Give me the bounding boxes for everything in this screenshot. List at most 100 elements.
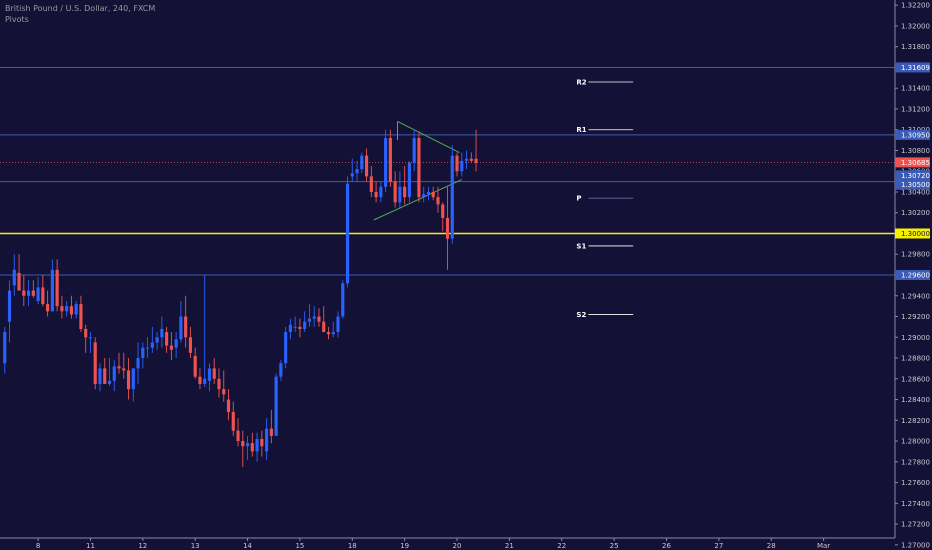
time-tick-label: 11 — [86, 542, 95, 550]
candle-body — [426, 191, 431, 195]
candle — [60, 295, 64, 319]
candle — [88, 332, 93, 353]
candle — [403, 166, 407, 205]
candle — [269, 409, 273, 444]
time-tick-label: 13 — [191, 542, 200, 550]
candle — [155, 332, 159, 350]
candle-body — [203, 378, 207, 384]
candle-body — [131, 368, 135, 390]
candle-body — [160, 328, 164, 338]
triangle-upper-line — [397, 120, 460, 153]
time-tick-label: 21 — [505, 542, 514, 550]
candle — [284, 326, 288, 369]
price-tag-label: 1.31609 — [901, 64, 930, 72]
candle-body — [445, 217, 450, 239]
price-tag: 1.30685 — [895, 157, 930, 168]
candle — [193, 347, 197, 379]
candle-body — [98, 368, 102, 384]
candle-body — [65, 306, 69, 312]
candle-body — [103, 368, 107, 384]
candle — [22, 275, 26, 307]
price-tick-label: 1.29800 — [901, 251, 930, 259]
candle — [255, 432, 259, 462]
time-tick-label: 26 — [662, 542, 671, 550]
price-tick-label: 1.27800 — [901, 458, 930, 466]
candles — [3, 129, 478, 467]
candle-body — [355, 169, 359, 174]
candle-body — [46, 304, 50, 312]
candle-body — [174, 339, 178, 348]
candle — [174, 332, 178, 359]
candle-body — [222, 389, 226, 395]
candle — [203, 275, 207, 388]
candle — [288, 318, 292, 340]
candle — [279, 360, 283, 381]
candle-body — [217, 378, 221, 390]
price-tick-label: 1.27000 — [901, 541, 930, 549]
candle — [93, 337, 97, 390]
candle-body — [231, 411, 235, 431]
candle-body — [141, 347, 145, 359]
candle-body — [155, 337, 159, 343]
candle — [464, 150, 469, 170]
candle — [107, 358, 112, 387]
price-tag-label: 1.30500 — [901, 181, 930, 189]
candle-body — [364, 155, 369, 177]
price-tick-label: 1.28800 — [901, 355, 930, 363]
candle-body — [412, 138, 416, 163]
candle — [98, 363, 102, 392]
candle-body — [169, 345, 173, 350]
candle — [417, 131, 421, 203]
candle-body — [260, 438, 264, 447]
candle — [455, 152, 459, 177]
candle — [26, 280, 31, 307]
price-tag-bg — [895, 129, 930, 140]
time-tick-label: 14 — [243, 542, 252, 550]
candle-body — [22, 290, 26, 296]
candle-body — [441, 204, 445, 218]
candle-body — [269, 428, 273, 436]
candle — [146, 337, 150, 359]
candle-body — [350, 173, 354, 177]
price-tick-label: 1.29000 — [901, 334, 930, 342]
candle-body — [307, 318, 312, 322]
candle — [260, 430, 264, 457]
pivot-levels: R2 R1 P S1 S2 — [576, 78, 634, 319]
candle — [265, 418, 269, 460]
candle-body — [50, 269, 54, 312]
price-tick-label: 1.29200 — [901, 313, 930, 321]
indicator-name: Pivots — [5, 15, 29, 24]
candle-body — [184, 316, 188, 338]
candle — [150, 326, 154, 353]
candle-body — [136, 358, 140, 369]
price-tick-label: 1.31400 — [901, 85, 930, 93]
price-tick-label: 1.28600 — [901, 375, 930, 383]
candle — [36, 277, 40, 305]
time-axis[interactable]: 8 11 12 13 14 15 18 19 20 21 22 25 26 27 28 Mar — [0, 537, 895, 550]
candle — [293, 316, 297, 333]
candle — [450, 145, 454, 244]
price-tick-label: 1.31800 — [901, 43, 930, 51]
time-tick-label: 28 — [767, 542, 776, 550]
price-tag-label: 1.30720 — [901, 172, 930, 180]
price-tag-bg — [895, 270, 930, 280]
candle — [136, 342, 140, 384]
candle — [312, 306, 316, 327]
candle-body — [212, 368, 216, 379]
candle — [355, 160, 359, 182]
candle — [303, 311, 307, 333]
candle-body — [55, 269, 59, 307]
price-tag: 1.29600 — [895, 270, 930, 280]
candle — [217, 368, 221, 398]
candle-body — [317, 316, 321, 322]
triangle-lower-line — [373, 179, 462, 221]
candle-body — [464, 158, 469, 161]
candle — [331, 321, 335, 338]
candle-body — [7, 290, 12, 322]
candle-body — [198, 376, 202, 384]
candle-body — [279, 363, 283, 377]
candle-body — [345, 183, 350, 284]
candle — [360, 152, 364, 174]
